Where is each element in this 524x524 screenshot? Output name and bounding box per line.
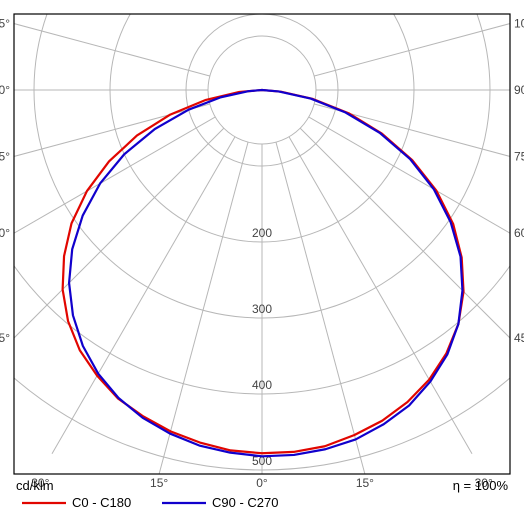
angle-label-left: 75° [0, 149, 10, 163]
angle-label-right: 45° [514, 331, 524, 345]
angle-label-left: 15° [150, 476, 168, 490]
angle-label-right: 75° [514, 149, 524, 163]
angle-label-left: 105° [0, 17, 10, 31]
angle-label-right: 60° [514, 226, 524, 240]
efficiency-label: η = 100% [453, 478, 509, 493]
angle-label-right: 105° [514, 17, 524, 31]
ring-label: 300 [252, 302, 272, 316]
legend-label: C90 - C270 [212, 495, 278, 510]
unit-label: cd/klm [16, 478, 54, 493]
angle-label-left: 45° [0, 331, 10, 345]
polar-chart: 200300400500105°105°90°90°75°75°60°60°45… [0, 0, 524, 524]
ring-label: 200 [252, 226, 272, 240]
angle-label-left: 90° [0, 83, 10, 97]
angle-label-left: 60° [0, 226, 10, 240]
chart-svg: 200300400500105°105°90°90°75°75°60°60°45… [0, 0, 524, 524]
legend-label: C0 - C180 [72, 495, 131, 510]
angle-label-right: 15° [356, 476, 374, 490]
angle-label-right: 90° [514, 83, 524, 97]
angle-label-zero: 0° [256, 476, 268, 490]
ring-label: 400 [252, 378, 272, 392]
